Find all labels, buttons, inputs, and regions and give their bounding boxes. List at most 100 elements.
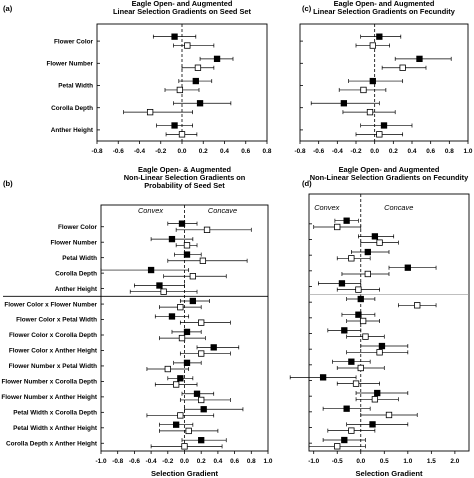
data-point-filled bbox=[198, 437, 205, 444]
data-point-open bbox=[203, 226, 211, 233]
data-point-filled bbox=[341, 327, 348, 334]
chart-title-line: Probability of Seed Set bbox=[144, 181, 225, 190]
data-point-open bbox=[362, 333, 369, 340]
chart-title-line: Non-Linear Selection Gradients on Fecund… bbox=[310, 173, 469, 182]
data-point-open bbox=[189, 273, 197, 280]
x-axis-label: Selection Gradient bbox=[151, 469, 219, 478]
x-tick-label: 0.4 bbox=[408, 148, 417, 155]
x-tick-label: 0.2 bbox=[197, 458, 206, 465]
category-label: Flower Number x Anther Height bbox=[1, 394, 98, 401]
data-point-filled bbox=[183, 359, 191, 366]
data-point-filled bbox=[196, 100, 204, 107]
data-point-open bbox=[176, 86, 184, 94]
x-tick-label: 0.2 bbox=[199, 148, 208, 155]
category-label: Flower Color x Corolla Depth bbox=[9, 332, 97, 339]
data-point-open bbox=[352, 380, 360, 387]
data-point-filled bbox=[341, 436, 348, 444]
x-tick-label: 0.4 bbox=[213, 458, 222, 465]
chart-title-line: Non-Linear Selection Gradients on bbox=[124, 173, 246, 182]
data-point-filled bbox=[210, 344, 217, 351]
category-label: Flower Color x Petal Width bbox=[16, 317, 97, 324]
x-tick-label: 0.0 bbox=[356, 458, 365, 465]
panel-label: (c) bbox=[302, 4, 312, 13]
category-label: Flower Color bbox=[54, 38, 94, 45]
data-point-filled bbox=[343, 217, 350, 224]
x-tick-label: -0.6 bbox=[129, 458, 140, 465]
data-point-open bbox=[376, 349, 383, 356]
x-tick-label: -0.6 bbox=[313, 148, 324, 155]
x-tick-label: 1.0 bbox=[464, 148, 473, 155]
x-tick-label: 0.6 bbox=[426, 148, 435, 155]
x-tick-label: -0.4 bbox=[134, 148, 145, 155]
x-tick-label: -0.5 bbox=[332, 458, 343, 465]
category-label: Flower Number x Petal Width bbox=[9, 363, 97, 370]
x-tick-label: 0.0 bbox=[178, 148, 187, 155]
data-point-open bbox=[376, 239, 383, 246]
x-tick-label: -0.4 bbox=[146, 458, 157, 465]
x-tick-label: 0.0 bbox=[370, 148, 379, 155]
data-point-open bbox=[178, 334, 186, 342]
category-label: Flower Color bbox=[58, 224, 98, 231]
x-tick-label: 1.0 bbox=[264, 458, 273, 465]
x-tick-label: -1.0 bbox=[95, 458, 106, 465]
data-point-filled bbox=[213, 55, 221, 63]
data-point-open bbox=[177, 412, 184, 419]
data-point-filled bbox=[348, 358, 355, 365]
data-point-open bbox=[185, 427, 192, 435]
concave-annotation: Concave bbox=[384, 203, 413, 212]
data-point-filled bbox=[357, 295, 364, 303]
x-tick-label: -0.2 bbox=[350, 148, 361, 155]
data-point-filled bbox=[369, 77, 376, 85]
x-tick-label: 1.0 bbox=[403, 458, 412, 465]
data-point-filled bbox=[340, 100, 348, 107]
data-point-filled bbox=[171, 33, 178, 40]
data-point-open bbox=[160, 288, 167, 295]
x-tick-label: 0.0 bbox=[180, 458, 189, 465]
x-tick-label: -0.6 bbox=[113, 148, 124, 155]
data-point-filled bbox=[374, 389, 381, 397]
data-point-filled bbox=[183, 328, 191, 336]
x-axis-label: Selection Gradient bbox=[355, 469, 423, 478]
data-point-open bbox=[369, 42, 376, 49]
data-point-filled bbox=[404, 264, 411, 271]
data-point-filled bbox=[369, 421, 376, 428]
category-label: Corolla Depth bbox=[51, 105, 93, 112]
x-tick-label: -1.0 bbox=[308, 458, 319, 465]
data-point-filled bbox=[364, 248, 371, 256]
x-tick-label: -0.2 bbox=[155, 148, 166, 155]
data-point-open bbox=[355, 286, 362, 293]
data-point-open bbox=[364, 270, 371, 278]
data-point-filled bbox=[183, 251, 191, 258]
data-point-filled bbox=[168, 313, 176, 320]
x-tick-label: 0.6 bbox=[230, 458, 239, 465]
data-point-open bbox=[399, 64, 406, 71]
concave-annotation: Concave bbox=[208, 206, 237, 215]
convex-annotation: Convex bbox=[314, 203, 339, 212]
x-tick-label: -0.8 bbox=[91, 148, 102, 155]
data-point-filled bbox=[147, 266, 155, 274]
data-point-open bbox=[146, 108, 154, 116]
data-point-open bbox=[178, 131, 186, 138]
data-point-filled bbox=[319, 374, 327, 381]
data-point-filled bbox=[156, 282, 163, 289]
data-point-open bbox=[334, 443, 341, 450]
category-label: Petal Width x Anther Height bbox=[13, 425, 98, 432]
x-tick-label: -0.8 bbox=[294, 148, 305, 155]
data-point-filled bbox=[171, 122, 178, 129]
x-tick-label: 0.8 bbox=[263, 148, 272, 155]
data-point-open bbox=[177, 304, 184, 311]
x-tick-label: -0.4 bbox=[332, 148, 343, 155]
x-tick-label: 0.8 bbox=[247, 458, 256, 465]
data-point-open bbox=[199, 257, 207, 264]
data-point-filled bbox=[172, 421, 180, 428]
category-label: Petal Width x Corolla Depth bbox=[13, 410, 97, 417]
data-point-filled bbox=[177, 375, 184, 382]
chart-title-line: Eagle Open- and Augmented bbox=[132, 0, 233, 8]
data-point-filled bbox=[200, 406, 207, 413]
data-point-open bbox=[198, 350, 205, 357]
category-label: Corolla Depth bbox=[55, 270, 97, 277]
panel-label: (a) bbox=[3, 4, 13, 13]
x-tick-label: 0.4 bbox=[220, 148, 229, 155]
panel-label: (d) bbox=[302, 179, 312, 188]
